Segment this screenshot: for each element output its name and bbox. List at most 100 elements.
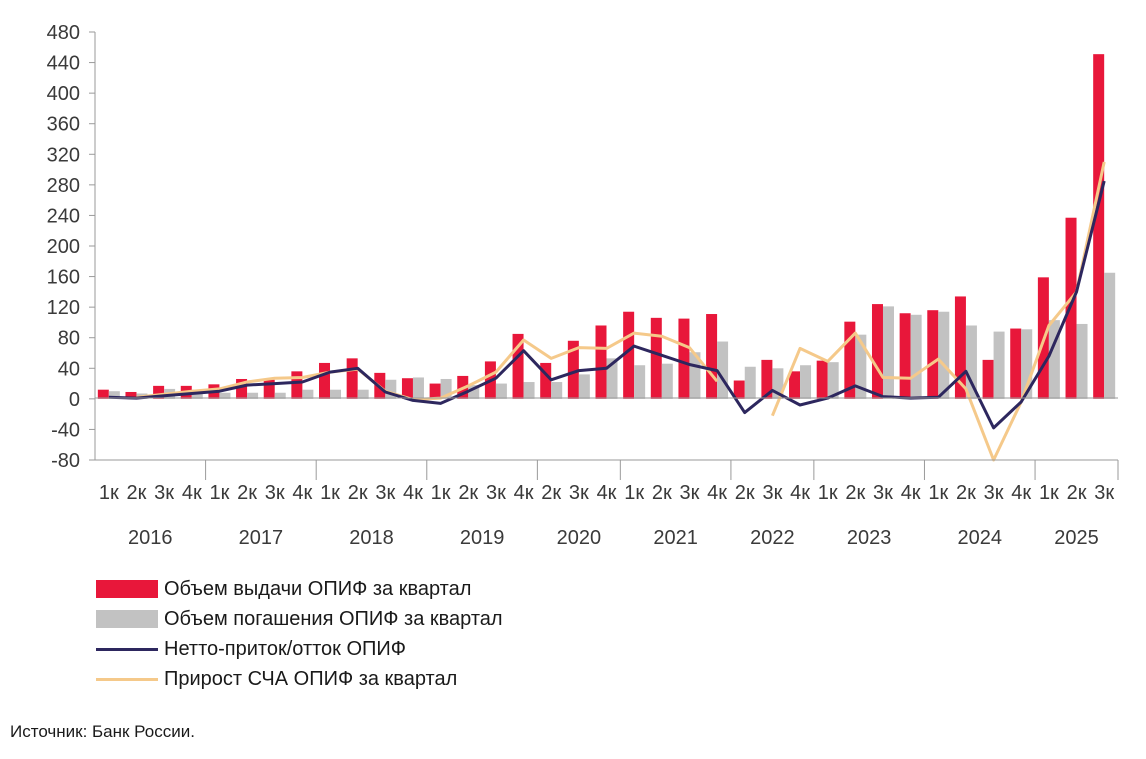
- bar-redemption: [274, 392, 286, 399]
- x-tick-label: 4к: [514, 482, 534, 504]
- x-tick-label: 4к: [182, 482, 202, 504]
- year-label: 2017: [239, 527, 284, 549]
- bar-redemption: [357, 389, 369, 399]
- bar-issuance: [927, 310, 939, 399]
- bar-issuance: [125, 391, 137, 399]
- bar-issuance: [1010, 328, 1022, 399]
- x-tick-label: 3к: [265, 482, 285, 504]
- x-tick-label: 2к: [237, 482, 257, 504]
- x-tick-label: 1к: [320, 482, 340, 504]
- x-tick-label: 4к: [292, 482, 312, 504]
- bar-issuance: [982, 359, 994, 399]
- bar-redemption: [219, 392, 231, 399]
- x-tick-label: 3к: [680, 482, 700, 504]
- x-tick-label: 1к: [1039, 482, 1059, 504]
- bar-redemption: [772, 368, 784, 399]
- legend-label-issuance: Объем выдачи ОПИФ за квартал: [164, 577, 472, 600]
- y-tick-label: 280: [47, 175, 80, 197]
- year-label: 2022: [750, 527, 795, 549]
- bar-redemption: [744, 366, 756, 399]
- y-axis: 48044040036032028024020016012080400-40-8…: [47, 22, 96, 472]
- year-label: 2023: [847, 527, 892, 549]
- bar-issuance: [346, 358, 358, 399]
- x-tick-label: 2к: [956, 482, 976, 504]
- bar-issuance: [650, 317, 662, 399]
- year-label: 2020: [557, 527, 602, 549]
- legend-line-nav-growth: [96, 677, 158, 681]
- bar-issuance: [595, 325, 607, 399]
- bar-redemption: [330, 389, 342, 399]
- x-tick-label: 4к: [790, 482, 810, 504]
- bar-redemption: [1104, 272, 1116, 399]
- year-label: 2016: [128, 527, 173, 549]
- bar-redemption: [800, 365, 812, 399]
- y-tick-label: 480: [47, 22, 80, 44]
- x-tick-label: 3к: [873, 482, 893, 504]
- bar-redemption: [634, 365, 646, 399]
- bar-redemption: [440, 378, 452, 399]
- bar-redemption: [412, 377, 424, 399]
- bar-issuance: [816, 360, 828, 399]
- y-tick-label: 200: [47, 236, 80, 258]
- bar-redemption: [855, 334, 867, 399]
- bar-redemption: [1021, 329, 1033, 399]
- bar-redemption: [495, 383, 507, 399]
- year-label: 2024: [958, 527, 1003, 549]
- x-tick-label: 3к: [762, 482, 782, 504]
- bar-issuance: [512, 333, 524, 399]
- x-tick-label: 4к: [901, 482, 921, 504]
- x-tick-label: 4к: [403, 482, 423, 504]
- x-tick-label: 1к: [99, 482, 119, 504]
- bar-redemption: [1048, 320, 1060, 399]
- y-tick-label: 240: [47, 205, 80, 227]
- bar-redemption: [882, 306, 894, 399]
- x-tick-label: 3к: [984, 482, 1004, 504]
- x-tick-label: 1к: [928, 482, 948, 504]
- bar-issuance: [401, 378, 413, 399]
- y-tick-label: 360: [47, 114, 80, 136]
- bar-issuance: [678, 318, 690, 399]
- bar-redemption: [385, 379, 397, 399]
- x-tick-label: 3к: [486, 482, 506, 504]
- x-tick-label: 3к: [375, 482, 395, 504]
- y-tick-label: 320: [47, 144, 80, 166]
- x-tick-label: 4к: [707, 482, 727, 504]
- bar-issuance: [733, 380, 745, 399]
- bar-redemption: [108, 391, 120, 399]
- bar-redemption: [1076, 323, 1088, 399]
- bar-issuance: [97, 389, 109, 399]
- x-tick-label: 4к: [1011, 482, 1031, 504]
- bar-redemption: [302, 389, 314, 399]
- bar-issuance: [871, 304, 883, 399]
- year-label: 2019: [460, 527, 505, 549]
- year-label: 2021: [653, 527, 698, 549]
- legend-item-net-flow: Нетто-приток/отток ОПИФ: [96, 634, 503, 664]
- y-tick-label: 440: [47, 53, 80, 75]
- y-tick-label: 120: [47, 297, 80, 319]
- bar-redemption: [578, 374, 590, 399]
- bar-issuance: [153, 385, 165, 399]
- bar-redemption: [689, 352, 701, 399]
- x-tick-label: 3к: [1094, 482, 1114, 504]
- bar-redemption: [661, 363, 673, 399]
- y-tick-label: 400: [47, 83, 80, 105]
- x-tick-label: 1к: [209, 482, 229, 504]
- x-tick-label: 2к: [1067, 482, 1087, 504]
- legend: Объем выдачи ОПИФ за квартал Объем погаш…: [96, 574, 503, 694]
- legend-label-nav-growth: Прирост СЧА ОПИФ за квартал: [164, 667, 458, 690]
- line-nav-growth: [136, 161, 1106, 462]
- x-tick-label: 1к: [624, 482, 644, 504]
- bar-issuance: [789, 371, 801, 399]
- bar-issuance: [1093, 54, 1105, 399]
- bar-series: [97, 54, 1116, 399]
- line-net-flow: [108, 180, 1106, 430]
- bar-redemption: [523, 382, 535, 399]
- bar-issuance: [291, 371, 303, 399]
- x-tick-label: 2к: [735, 482, 755, 504]
- bar-redemption: [717, 341, 729, 399]
- bar-redemption: [606, 358, 618, 399]
- x-tick-label: 3к: [569, 482, 589, 504]
- bar-redemption: [247, 392, 259, 399]
- y-tick-label: 80: [58, 328, 80, 350]
- legend-swatch-redemption: [96, 610, 158, 628]
